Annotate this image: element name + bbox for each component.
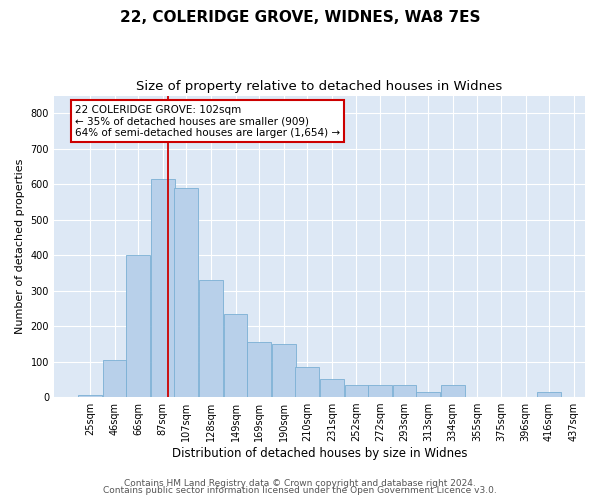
Bar: [199, 280, 223, 397]
Bar: [175, 188, 198, 397]
Y-axis label: Number of detached properties: Number of detached properties: [15, 158, 25, 334]
Text: 22, COLERIDGE GROVE, WIDNES, WA8 7ES: 22, COLERIDGE GROVE, WIDNES, WA8 7ES: [120, 10, 480, 25]
Bar: [78, 396, 102, 397]
Bar: [320, 380, 344, 397]
Bar: [344, 384, 368, 397]
Bar: [295, 367, 319, 397]
Bar: [393, 384, 416, 397]
Title: Size of property relative to detached houses in Widnes: Size of property relative to detached ho…: [136, 80, 503, 93]
Bar: [416, 392, 440, 397]
Bar: [103, 360, 127, 397]
Bar: [151, 179, 175, 397]
Text: Contains HM Land Registry data © Crown copyright and database right 2024.: Contains HM Land Registry data © Crown c…: [124, 478, 476, 488]
Bar: [368, 384, 392, 397]
Bar: [126, 255, 150, 397]
Bar: [537, 392, 561, 397]
Bar: [441, 384, 464, 397]
Bar: [247, 342, 271, 397]
Text: Contains public sector information licensed under the Open Government Licence v3: Contains public sector information licen…: [103, 486, 497, 495]
Bar: [224, 314, 247, 397]
Bar: [272, 344, 296, 397]
Text: 22 COLERIDGE GROVE: 102sqm
← 35% of detached houses are smaller (909)
64% of sem: 22 COLERIDGE GROVE: 102sqm ← 35% of deta…: [75, 104, 340, 138]
X-axis label: Distribution of detached houses by size in Widnes: Distribution of detached houses by size …: [172, 447, 467, 460]
